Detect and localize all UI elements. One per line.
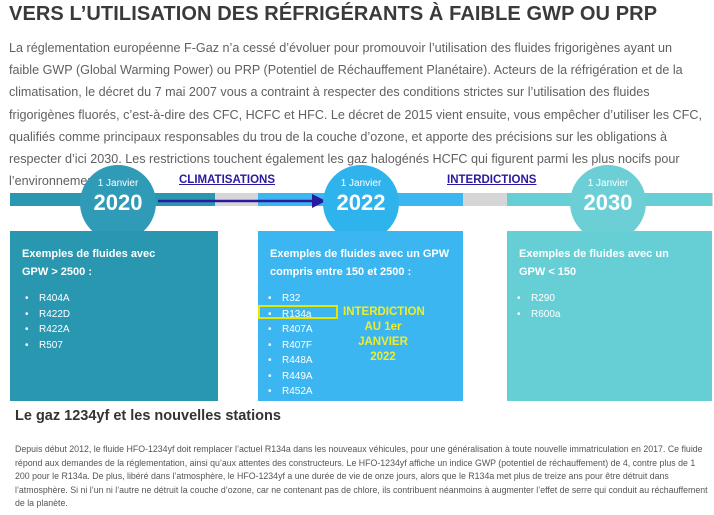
list-item: • R507 <box>25 339 63 351</box>
list-item: • R407F <box>268 339 313 351</box>
list-item: • R449A <box>268 370 313 382</box>
list-item: • R290 <box>517 293 555 304</box>
list-item: • R600a <box>517 308 561 320</box>
list-item: • R134a <box>268 308 312 320</box>
list-item: • R404A <box>25 293 70 304</box>
list-item: • R448A <box>268 355 313 366</box>
panel-title: Exemples de fluides avec GPW > 2500 : <box>22 248 156 278</box>
milestone-year: 2022 <box>336 190 386 215</box>
list-item: • R32 <box>268 293 301 304</box>
panel-gpw-over-2500: Exemples de fluides avec GPW > 2500 : • R… <box>10 231 218 401</box>
fluid-list: • R290 • R600a <box>515 291 560 322</box>
milestone-year: 2020 <box>93 190 143 215</box>
r134a-highlight-box <box>258 305 338 319</box>
arrow-right-icon <box>158 194 326 208</box>
intro-paragraph: La réglementation européenne F-Gaz n’a c… <box>9 41 702 189</box>
fluid-list: • R404A • R422D • R422A • R507 <box>23 291 70 353</box>
milestone-2020: 1 Janvier 2020 <box>80 165 156 241</box>
interdictions-label: INTERDICTIONS <box>447 174 537 186</box>
page-title: VERS L’UTILISATION DES RÉFRIGÉRANTS À FA… <box>9 3 658 25</box>
interdiction-note: INTERDICTION AU 1er JANVIER 2022 <box>343 306 425 363</box>
milestone-2022: 1 Janvier 2022 <box>323 165 399 241</box>
list-item: • R407A <box>268 324 313 335</box>
section-paragraph: Depuis début 2012, le fluide HFO-1234yf … <box>15 444 708 508</box>
list-item: • R452A <box>268 386 313 397</box>
milestone-date: 1 Janvier <box>340 178 382 189</box>
milestone-2030: 1 Janvier 2030 <box>570 165 646 241</box>
panel-title: Exemples de fluides avec un GPW compris … <box>270 248 450 278</box>
milestone-date: 1 Janvier <box>97 178 139 189</box>
panel-gpw-150-2500: Exemples de fluides avec un GPW compris … <box>258 231 463 401</box>
panel-title: Exemples de fluides avec un GPW < 150 <box>519 248 669 278</box>
fluid-list: • R32 • R134a • R407A • R407F • R448A • R449A … <box>266 291 313 400</box>
climatisations-label: CLIMATISATIONS <box>179 174 276 186</box>
list-item: • R422A <box>25 324 70 335</box>
milestone-date: 1 Janvier <box>587 178 629 189</box>
milestone-year: 2030 <box>583 190 633 215</box>
list-item: • R422D <box>25 308 71 320</box>
panel-gpw-under-150: Exemples de fluides avec un GPW < 150 • R… <box>507 231 712 401</box>
section-subtitle: Le gaz 1234yf et les nouvelles stations <box>15 408 281 424</box>
